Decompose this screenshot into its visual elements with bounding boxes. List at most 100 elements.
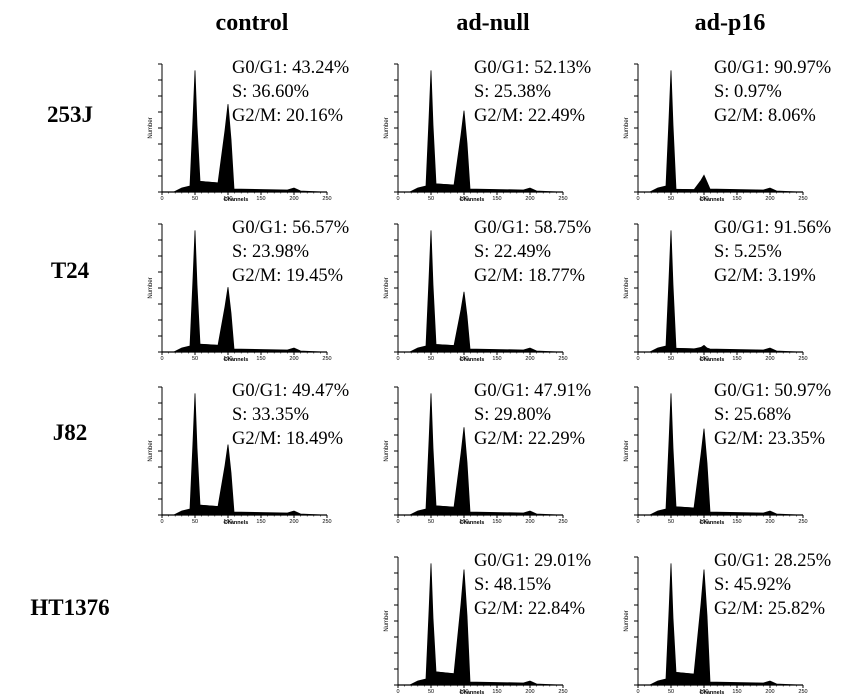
s-phase-region [198, 504, 224, 516]
y-axis-label: Number [384, 277, 390, 298]
s-phase-region [434, 183, 460, 193]
x-tick-label: 150 [732, 356, 741, 362]
x-tick-label: 200 [765, 356, 774, 362]
g2m-value: G2/M: 18.49% [232, 429, 343, 449]
y-axis-label: Number [384, 117, 390, 138]
x-tick-label: 150 [492, 689, 501, 695]
row-label-253J: 253J [47, 102, 93, 127]
x-tick-label: 250 [322, 196, 331, 202]
cell-cycle-stats: G0/G1: 43.24% S: 36.60% G2/M: 20.16% [232, 56, 349, 128]
x-tick-label: 0 [636, 196, 639, 202]
histogram-area [173, 230, 324, 353]
y-axis-label: Number [624, 117, 630, 138]
histogram-area [649, 393, 800, 516]
x-tick-label: 200 [289, 196, 298, 202]
s-phase-value: S: 0.97% [714, 82, 782, 102]
x-tick-label: 0 [636, 356, 639, 362]
x-axis-label: Channels [460, 690, 485, 695]
x-axis-label: Channels [700, 197, 725, 202]
cell-cycle-stats: G0/G1: 29.01% S: 48.15% G2/M: 22.84% [474, 549, 591, 621]
histogram-panel: Number 0 50 100 150 200 250 Channels G0/G1: 50.9… [622, 375, 847, 530]
x-tick-label: 200 [525, 356, 534, 362]
s-phase-value: S: 29.80% [474, 405, 552, 425]
x-tick-label: 50 [668, 196, 674, 202]
y-axis-label: Number [624, 440, 630, 461]
x-tick-label: 100 [699, 196, 708, 202]
x-tick-label: 150 [256, 519, 265, 525]
s-phase-value: S: 33.35% [232, 405, 310, 425]
s-phase-value: S: 22.49% [474, 242, 552, 262]
histogram-area [173, 393, 324, 516]
g2m-value: G2/M: 20.16% [232, 106, 343, 126]
s-phase-region [674, 347, 700, 353]
s-phase-region [434, 505, 460, 516]
histogram-panel: Number 0 50 100 150 200 250 Channels G0/G1: 52.1… [382, 52, 607, 207]
x-tick-label: 50 [192, 196, 198, 202]
cell-cycle-stats: G0/G1: 28.25% S: 45.92% G2/M: 25.82% [714, 549, 831, 621]
histogram-panel: Number 0 50 100 150 200 250 Channels G0/G1: 29.0… [382, 545, 607, 700]
s-phase-region [674, 188, 701, 193]
histogram-panel: Number 0 50 100 150 200 250 Channels G0/G1: 56.5… [146, 212, 371, 367]
cell-cycle-stats: G0/G1: 91.56% S: 5.25% G2/M: 3.19% [714, 216, 831, 288]
x-tick-label: 250 [322, 356, 331, 362]
x-tick-label: 200 [765, 196, 774, 202]
histogram-plot: Number 0 50 100 150 200 250 Channels [148, 386, 332, 525]
g2m-value: G2/M: 22.29% [474, 429, 585, 449]
s-phase-region [434, 344, 460, 353]
histogram-area [409, 230, 560, 353]
histogram-area [409, 563, 560, 686]
histogram-area [649, 563, 800, 686]
y-axis-label: Number [148, 117, 154, 138]
histogram-plot: Number 0 50 100 150 200 250 Channels [148, 223, 332, 362]
s-phase-value: S: 25.68% [714, 405, 792, 425]
x-tick-label: 200 [765, 689, 774, 695]
x-tick-label: 150 [732, 196, 741, 202]
g0g1-value: G0/G1: 50.97% [714, 381, 832, 401]
column-header-ad-null: ad-null [456, 10, 530, 36]
row-label-T24: T24 [50, 258, 90, 283]
s-phase-value: S: 23.98% [232, 242, 310, 262]
s-phase-value: S: 25.38% [474, 82, 552, 102]
x-tick-label: 0 [396, 519, 399, 525]
histogram-panel: Number 0 50 100 150 200 250 Channels G0/G1: 47.9… [382, 375, 607, 530]
histogram-plot: Number 0 50 100 150 200 250 Channels [624, 386, 808, 525]
g0g1-value: G0/G1: 43.24% [232, 58, 350, 78]
x-tick-label: 100 [459, 356, 468, 362]
histogram-area [649, 70, 800, 193]
g2m-value: G2/M: 19.45% [232, 266, 343, 286]
s-phase-region [674, 671, 700, 686]
x-tick-label: 100 [699, 356, 708, 362]
x-tick-label: 50 [668, 519, 674, 525]
row-label-J82: J82 [52, 420, 88, 445]
x-tick-label: 0 [396, 196, 399, 202]
cell-cycle-stats: G0/G1: 47.91% S: 29.80% G2/M: 22.29% [474, 379, 591, 451]
x-tick-label: 50 [428, 196, 434, 202]
s-phase-region [434, 671, 460, 686]
cell-cycle-stats: G0/G1: 58.75% S: 22.49% G2/M: 18.77% [474, 216, 591, 288]
g0g1-value: G0/G1: 91.56% [714, 218, 832, 238]
g2m-value: G2/M: 22.49% [474, 106, 585, 126]
x-tick-label: 150 [256, 356, 265, 362]
y-axis-label: Number [624, 610, 630, 631]
x-tick-label: 200 [289, 519, 298, 525]
s-phase-region [198, 181, 224, 193]
g0g1-value: G0/G1: 58.75% [474, 218, 592, 238]
cell-cycle-stats: G0/G1: 50.97% S: 25.68% G2/M: 23.35% [714, 379, 831, 451]
x-tick-label: 100 [459, 196, 468, 202]
g2m-value: G2/M: 8.06% [714, 106, 816, 126]
x-tick-label: 150 [732, 689, 741, 695]
histogram-panel: Number 0 50 100 150 200 250 Channels G0/G1: 49.4… [146, 375, 371, 530]
s-phase-value: S: 36.60% [232, 82, 310, 102]
column-header-control: control [215, 10, 289, 36]
column-header-ad-p16: ad-p16 [694, 10, 766, 36]
g0g1-value: G0/G1: 90.97% [714, 58, 832, 78]
x-tick-label: 200 [765, 519, 774, 525]
g0g1-value: G0/G1: 52.13% [474, 58, 592, 78]
histogram-plot: Number 0 50 100 150 200 250 Channels [384, 386, 568, 525]
y-axis-label: Number [148, 440, 154, 461]
cell-cycle-stats: G0/G1: 52.13% S: 25.38% G2/M: 22.49% [474, 56, 591, 128]
x-axis-label: Channels [700, 520, 725, 525]
histogram-plot: Number 0 50 100 150 200 250 Channels [624, 63, 808, 202]
x-tick-label: 50 [428, 519, 434, 525]
x-tick-label: 200 [525, 196, 534, 202]
